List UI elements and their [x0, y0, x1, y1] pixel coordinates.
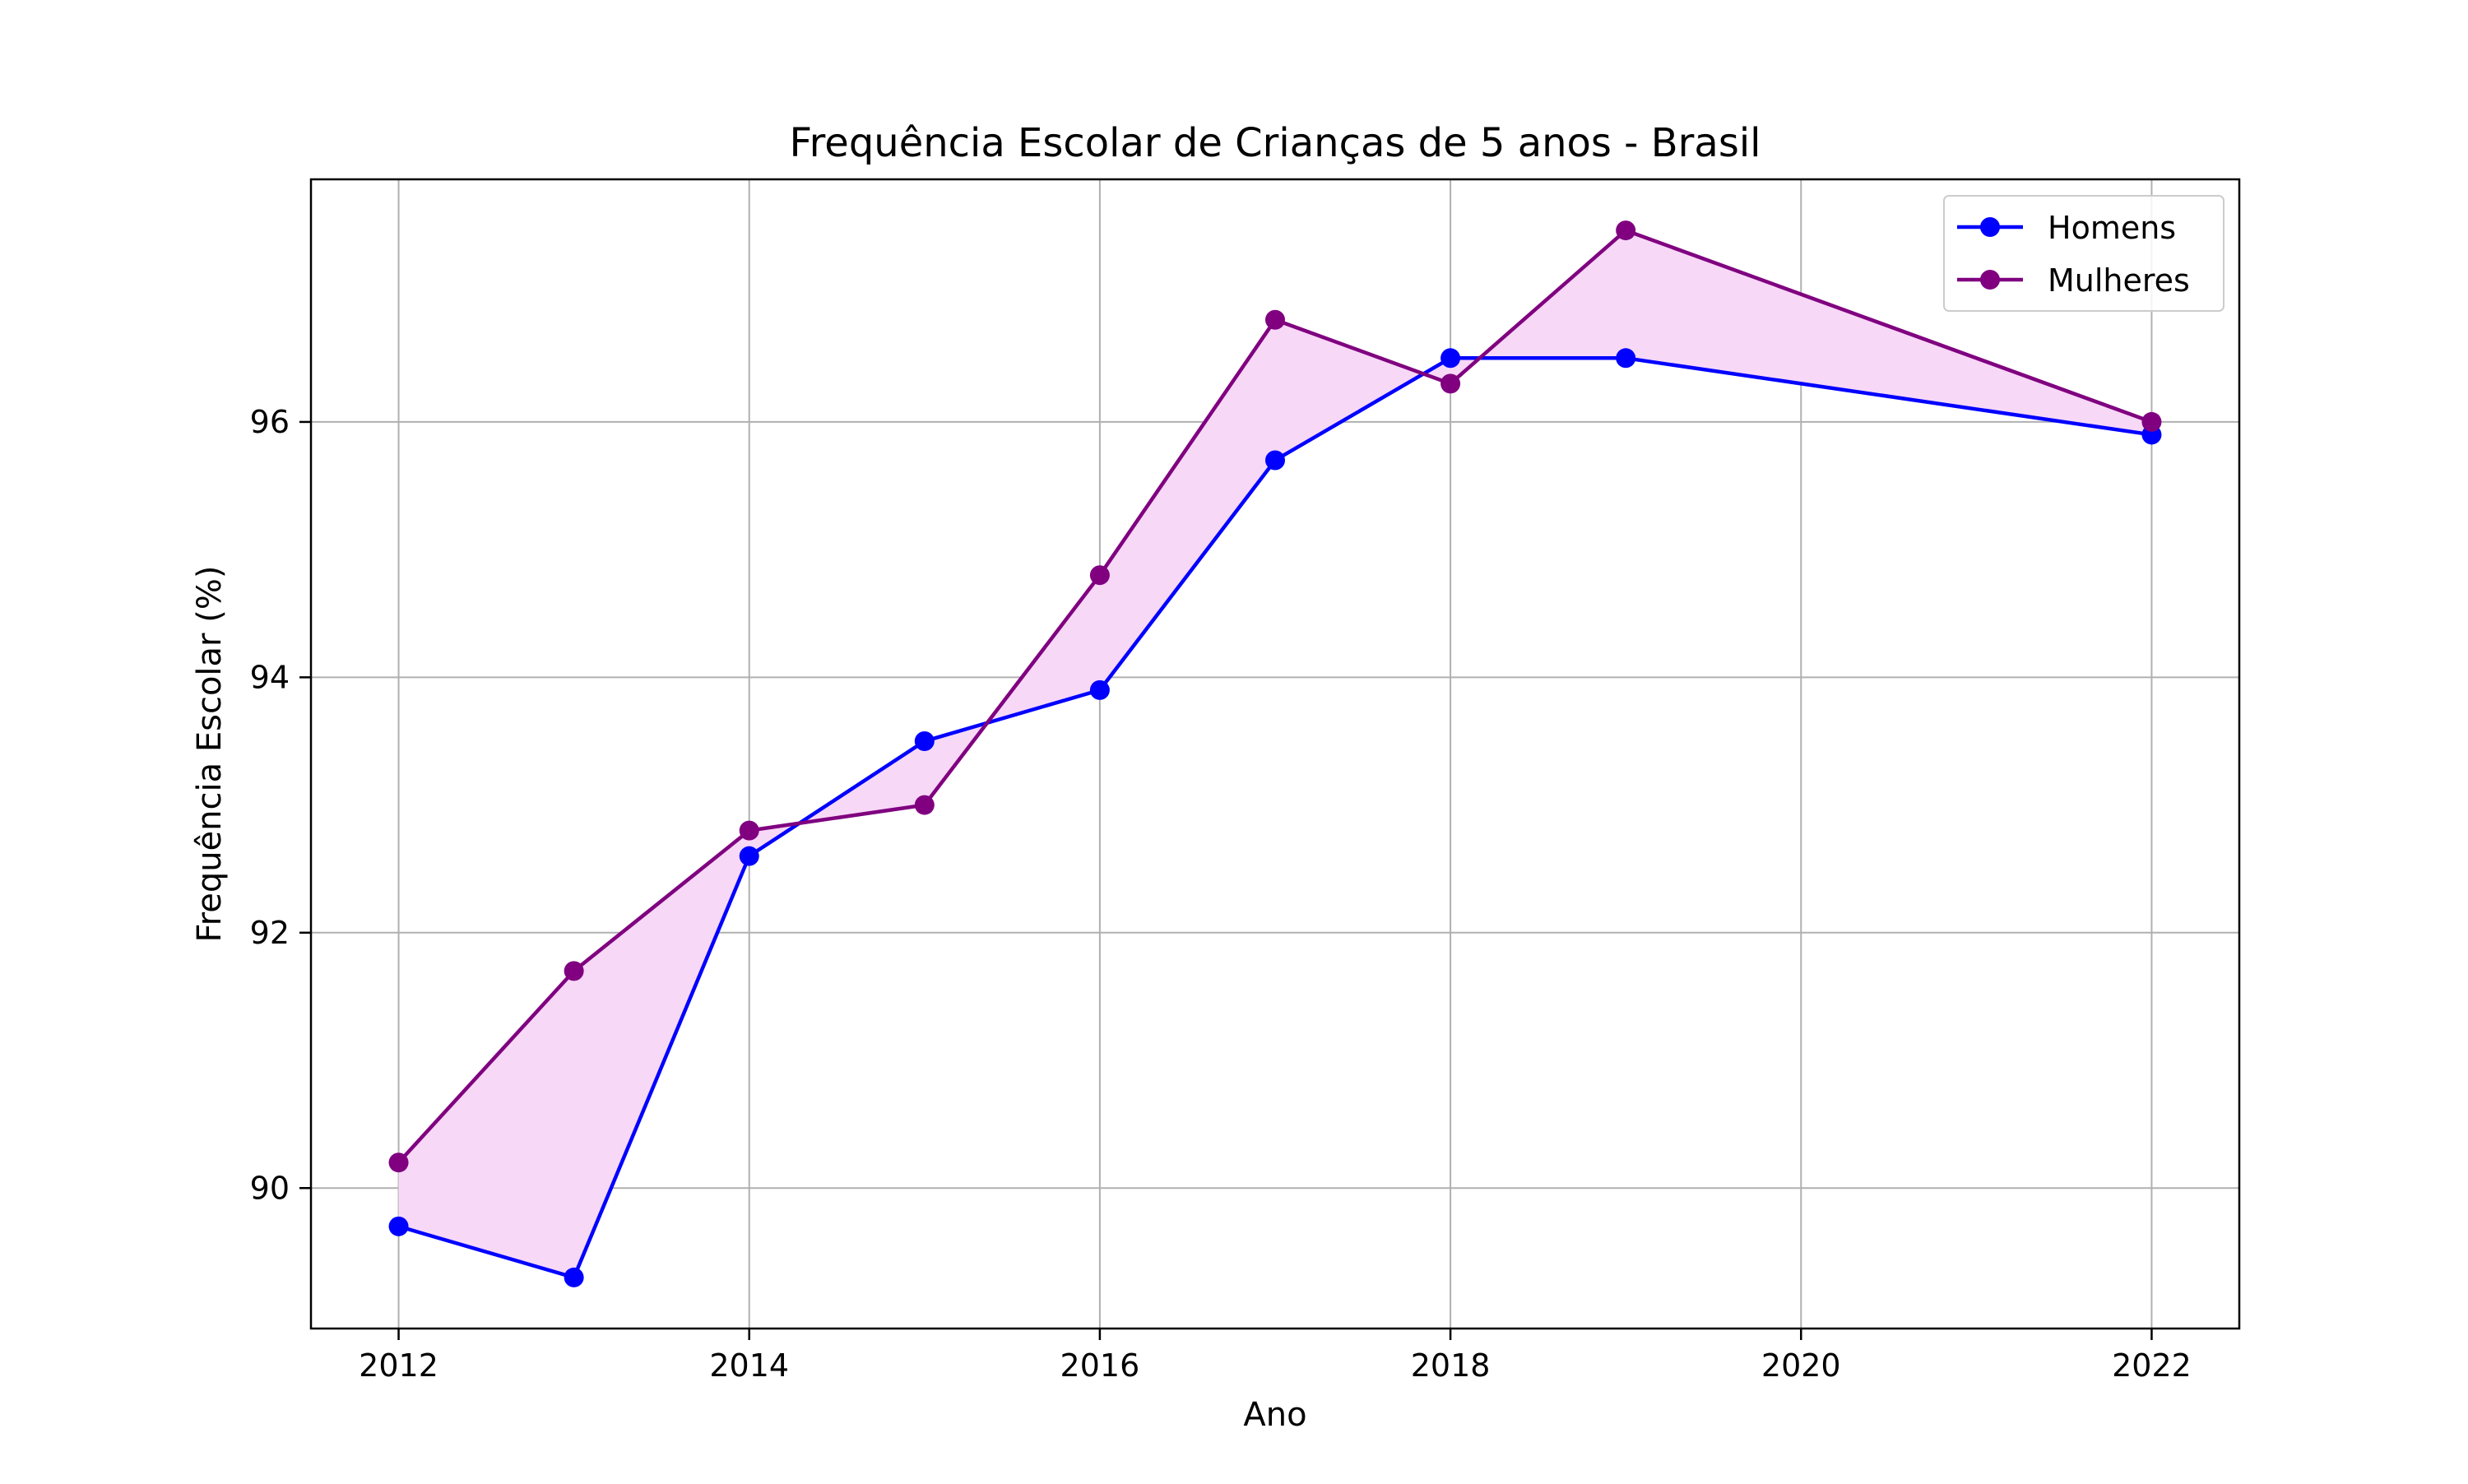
data-point — [1440, 348, 1461, 369]
x-tick-label: 2018 — [1411, 1347, 1491, 1384]
data-point — [564, 961, 584, 981]
axis-ticks: 2012 2014 2016 2018 2020 2022 90 92 94 96 — [250, 404, 2192, 1384]
legend-label: Mulheres — [2048, 262, 2190, 299]
data-point — [1265, 450, 1285, 471]
legend-marker — [1980, 217, 2000, 237]
y-axis-label: Frequência Escolar (%) — [191, 566, 229, 943]
x-axis-label: Ano — [1243, 1396, 1306, 1434]
x-tick-label: 2020 — [1761, 1347, 1841, 1384]
y-tick-label: 94 — [250, 659, 290, 695]
data-point — [914, 730, 935, 751]
x-tick-label: 2022 — [2112, 1347, 2192, 1384]
x-tick-label: 2012 — [359, 1347, 438, 1384]
data-point — [739, 846, 759, 866]
series-group — [388, 220, 2162, 1287]
data-point — [1089, 679, 1110, 700]
data-point — [564, 1267, 584, 1287]
data-point — [1440, 373, 1461, 394]
plot-frame — [309, 178, 2241, 1330]
data-point — [914, 795, 935, 815]
legend-item-mulheres: Mulheres — [1957, 262, 2190, 299]
series-homens — [388, 348, 2162, 1287]
data-point — [1089, 565, 1110, 586]
data-point — [388, 1152, 409, 1173]
fill-between-polygon — [398, 230, 2152, 1278]
data-point — [739, 820, 759, 841]
grid — [311, 179, 2239, 1329]
legend-box — [1943, 195, 2224, 312]
legend-item-homens: Homens — [1957, 210, 2176, 246]
data-point — [388, 1216, 409, 1236]
y-tick-label: 90 — [250, 1170, 290, 1206]
data-point — [2141, 411, 2162, 432]
series-mulheres — [388, 220, 2162, 1173]
y-tick-label: 96 — [250, 404, 290, 440]
fill-between-area — [398, 230, 2152, 1278]
chart-title: Frequência Escolar de Crianças de 5 anos… — [789, 120, 1761, 166]
legend-marker — [1980, 270, 2000, 290]
data-point — [1265, 309, 1285, 330]
data-point — [1616, 348, 1636, 369]
legend: Homens Mulheres — [1943, 195, 2224, 312]
series-line — [397, 356, 2152, 1280]
x-tick-label: 2014 — [709, 1347, 789, 1384]
x-tick-label: 2016 — [1060, 1347, 1140, 1384]
data-point — [1616, 220, 1636, 241]
legend-label: Homens — [2048, 210, 2176, 246]
y-tick-label: 92 — [250, 915, 290, 951]
